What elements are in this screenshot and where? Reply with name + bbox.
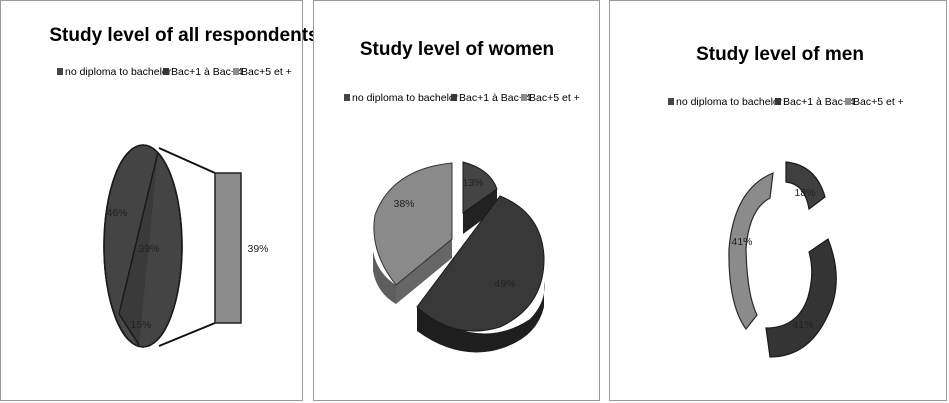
doughnut-segment-bac5 xyxy=(728,172,774,330)
doughnut xyxy=(728,161,837,358)
legend-swatch-bac1-4 xyxy=(451,94,457,101)
legend-label-no-diploma: no diploma to bachelor xyxy=(352,92,459,104)
doughnut-segment-no-diploma xyxy=(785,161,826,211)
legend-label-no-diploma: no diploma to bachelor xyxy=(65,66,172,78)
legend-swatch-no-diploma xyxy=(57,68,63,75)
legend-swatch-bac1-4 xyxy=(163,68,169,75)
legend-swatch-bac5 xyxy=(521,94,527,101)
legend-label-bac1-4: Bac+1 à Bac+4 xyxy=(783,96,855,108)
data-label-no-diploma: 46% xyxy=(106,207,127,219)
legend: no diploma to bachelor Bac+1 à Bac+4 Bac… xyxy=(668,96,904,108)
data-label-bac5: 38% xyxy=(393,198,414,210)
pie-slice-bac5 xyxy=(373,162,453,286)
data-label-bac1-4: 39% xyxy=(138,243,159,255)
chart-panel-men: Study level of men no diploma to bachelo… xyxy=(609,0,947,401)
chart-women: Study level of women no diploma to bache… xyxy=(344,39,580,353)
legend-label-bac5: Bac+5 et + xyxy=(529,92,580,104)
pie-divider-1 xyxy=(118,151,159,315)
data-label-no-diploma: 13% xyxy=(462,177,483,189)
data-label-no-diploma: 18% xyxy=(794,187,815,199)
connector-line-top xyxy=(158,147,216,174)
legend-swatch-bac1-4 xyxy=(775,98,781,105)
legend: no diploma to bachelor Bac+1 à Bac+4 Bac… xyxy=(344,92,580,104)
chart-title: Study level of men xyxy=(696,44,864,65)
legend-swatch-bac5 xyxy=(233,68,239,75)
legend-swatch-no-diploma xyxy=(668,98,674,105)
legend-label-bac5: Bac+5 et + xyxy=(853,96,904,108)
legend-label-no-diploma: no diploma to bachelor xyxy=(676,96,783,108)
legend-label-bac1-4: Bac+1 à Bac+4 xyxy=(171,66,243,78)
chart-men: Study level of men no diploma to bachelo… xyxy=(668,44,904,358)
chart-title: Study level of women xyxy=(360,39,554,60)
chart-panel-all-respondents: Study level of all respondents no diplom… xyxy=(0,0,319,401)
pie-divider-2 xyxy=(118,313,140,346)
doughnut-segment-bac1-4 xyxy=(765,238,837,358)
pie-slice-bac5-inner xyxy=(396,239,452,304)
data-label-bac1-4: 41% xyxy=(792,319,813,331)
data-label-bar-of-pie: 39% xyxy=(247,243,268,255)
legend: no diploma to bachelor Bac+1 à Bac+4 Bac… xyxy=(57,66,292,78)
legend-label-bac1-4: Bac+1 à Bac+4 xyxy=(459,92,531,104)
chart-title: Study level of all respondents xyxy=(49,25,318,46)
pie-slice-no-diploma xyxy=(462,161,498,214)
chart-panel-women: Study level of women no diploma to bache… xyxy=(313,0,600,401)
pie-outline xyxy=(103,144,183,348)
data-label-bac5: 41% xyxy=(731,236,752,248)
connector-line-bottom xyxy=(158,322,216,347)
legend-swatch-bac5 xyxy=(845,98,851,105)
legend-label-bac5: Bac+5 et + xyxy=(241,66,292,78)
legend-swatch-no-diploma xyxy=(344,94,350,101)
chart-all-respondents: Study level of all respondents no diplom… xyxy=(49,25,319,348)
pie-slice-bac1-4 xyxy=(416,195,545,332)
bar-of-pie xyxy=(214,172,242,324)
data-label-bac1-4: 49% xyxy=(494,278,515,290)
pie-slice-bac5-side xyxy=(373,251,396,304)
pie-slice-bac1-4 xyxy=(119,152,158,345)
pie-slice-no-diploma-side xyxy=(463,189,497,234)
pie-slice-bac1-4-side xyxy=(417,281,545,353)
data-label-bac5: 15% xyxy=(130,319,151,331)
